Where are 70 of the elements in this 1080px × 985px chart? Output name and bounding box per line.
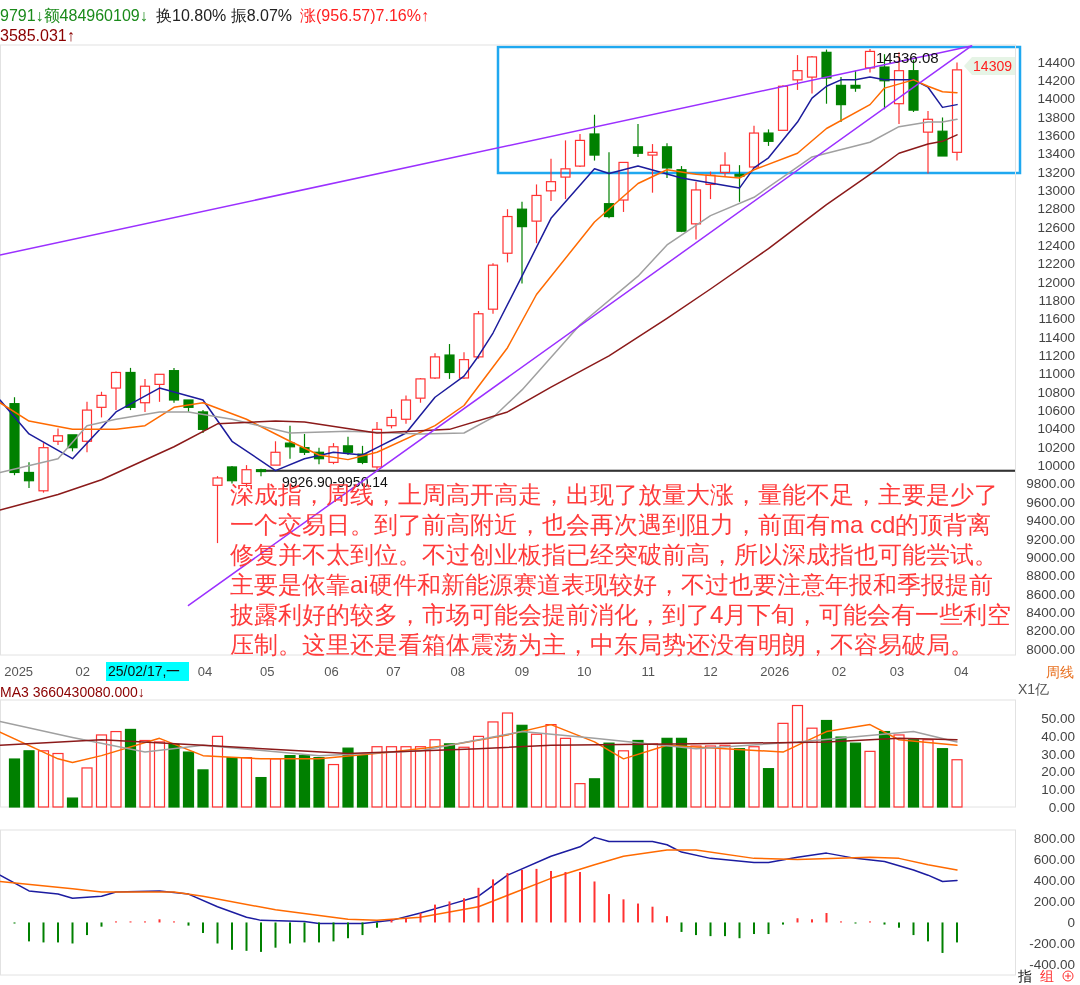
x-tick-label: 02 [831, 664, 847, 679]
y-axis-title: X1亿 [1018, 681, 1050, 697]
text: 25/02/17,一 [108, 663, 181, 679]
text: 9791↓额484960109↓ [0, 7, 148, 24]
x-tick-label: 09 [514, 664, 530, 679]
y-tick-label: 12800 [1037, 201, 1075, 217]
x-tick-label: 12 [703, 664, 718, 679]
y-tick-label: 12400 [1037, 237, 1075, 253]
y-tick-label: 11600 [1038, 311, 1075, 327]
y-tick-label: 9400.00 [1026, 513, 1075, 529]
y-tick-label: 9000.00 [1026, 549, 1075, 565]
y-tick-label: 9800.00 [1026, 476, 1075, 492]
y-tick-label: 8800.00 [1026, 568, 1075, 584]
x-tick-label: 05 [259, 664, 275, 679]
y-tick-label: 11400 [1038, 329, 1075, 345]
y-tick-label: 40.00 [1041, 728, 1075, 744]
x-tick-label: 02 [75, 664, 91, 679]
x-tick-label: 06 [324, 664, 339, 679]
y-tick-label: 11000 [1038, 366, 1075, 382]
y-tick-label: 200.00 [1033, 894, 1075, 910]
x-tick-label: 08 [450, 664, 466, 679]
y-tick-label: 14200 [1037, 72, 1075, 88]
y-tick-label: 50.00 [1041, 710, 1075, 726]
text: 涨(956.57)7.16%↑ [300, 7, 429, 24]
y-tick-label: 8400.00 [1026, 604, 1075, 620]
y-tick-label: 10800 [1037, 384, 1075, 400]
text: 换10.80% 振8.07% [156, 7, 293, 24]
y-tick-label: 0 [1067, 915, 1075, 931]
x-tick-label: 04 [197, 664, 213, 679]
y-tick-label: 8600.00 [1026, 586, 1075, 602]
y-tick-label: 600.00 [1033, 852, 1075, 868]
y-tick-label: 800.00 [1033, 831, 1075, 847]
y-tick-label: 10.00 [1041, 782, 1075, 798]
y-tick-label: 13000 [1037, 182, 1075, 198]
y-tick-label: 14400 [1037, 54, 1075, 70]
text: 3585.031↑ [0, 27, 75, 44]
y-tick-label: 12200 [1037, 256, 1075, 272]
y-tick-label: 8000.00 [1026, 641, 1075, 657]
y-tick-label: 9200.00 [1026, 531, 1075, 547]
y-tick-label: 13200 [1037, 164, 1075, 180]
y-tick-label: 30.00 [1041, 746, 1075, 762]
y-tick-label: 13400 [1037, 146, 1075, 162]
y-tick-label: 12000 [1037, 274, 1075, 290]
y-tick-label: 12600 [1037, 219, 1075, 235]
annotation: 14309 [973, 58, 1013, 74]
y-tick-label: 10000 [1037, 458, 1075, 474]
y-tick-label: 13800 [1037, 109, 1075, 125]
annotation: MA3 3660430080.000↓ [0, 684, 145, 700]
y-tick-label: 400.00 [1033, 873, 1075, 889]
x-tick-label: 10 [576, 664, 592, 679]
x-tick-label: 04 [953, 664, 969, 679]
y-tick-label: 14000 [1037, 91, 1075, 107]
y-tick-label: 11800 [1038, 293, 1075, 309]
y-tick-label: -200.00 [1029, 936, 1075, 952]
x-tick-label: 07 [386, 664, 401, 679]
y-tick-label: 11200 [1038, 348, 1075, 364]
y-tick-label: 13600 [1037, 127, 1075, 143]
y-tick-label: 10200 [1037, 439, 1075, 455]
x-tick-label: 11 [641, 664, 656, 679]
x-tick-label: 03 [889, 664, 905, 679]
text: 周线 [1046, 664, 1074, 680]
y-tick-label: 0.00 [1048, 800, 1075, 815]
y-tick-label: 9600.00 [1026, 494, 1075, 510]
y-tick-label: 20.00 [1041, 764, 1075, 780]
x-tick-label: 2025 [4, 664, 34, 679]
y-tick-label: 10600 [1037, 403, 1075, 419]
y-tick-label: 10400 [1037, 421, 1075, 437]
x-tick-label: 2026 [760, 664, 790, 679]
text: 指 [1017, 968, 1032, 984]
y-tick-label: 8200.00 [1026, 623, 1075, 639]
